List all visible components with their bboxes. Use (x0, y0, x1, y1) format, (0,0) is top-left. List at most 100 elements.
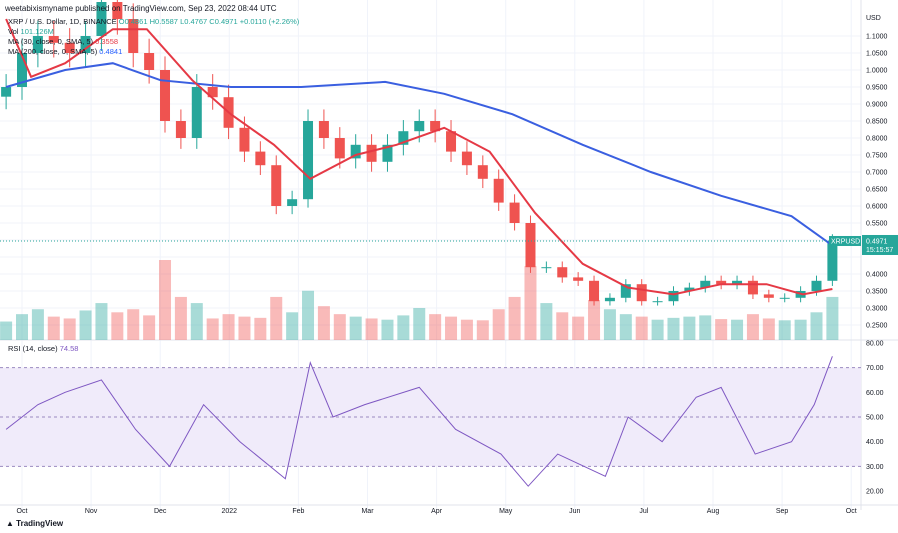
candle-body (541, 267, 552, 269)
candle-body (207, 87, 218, 98)
ma200-label: MA (200, close, 0, SMA, 5) (8, 47, 98, 56)
y-tick-label: 0.3500 (866, 289, 888, 296)
volume-bar (63, 318, 76, 340)
candle-body (80, 36, 91, 53)
symbol-legend: XRP / U.S. Dollar, 1D, BINANCE O0.4861 H… (8, 17, 299, 26)
candle-body (144, 53, 155, 70)
change-value: +0.0110 (+2.26%) (239, 17, 300, 26)
y-tick-label: 0.3000 (866, 306, 888, 313)
candle-body (160, 70, 171, 121)
candle-body (303, 121, 314, 200)
volume-bar (79, 310, 92, 340)
x-tick-label: Oct (17, 508, 28, 515)
rsi-tick-label: 60.00 (866, 390, 884, 397)
rsi-tick-label: 40.00 (866, 439, 884, 446)
volume-bar (651, 319, 664, 340)
symbol-tag (829, 235, 861, 246)
candle-body (573, 277, 584, 281)
volume-bar (206, 318, 219, 340)
candle-body (239, 127, 250, 152)
volume-bar (222, 314, 235, 340)
candle-body (557, 267, 568, 278)
volume-bar (95, 303, 108, 340)
y-tick-label: 1.1000 (866, 34, 888, 41)
volume-bar (302, 290, 315, 340)
volume-bar (588, 300, 601, 340)
volume-bar (556, 312, 569, 340)
ma200-legend: MA (200, close, 0, SMA, 5) 0.4841 (8, 47, 122, 56)
x-tick-label: Dec (154, 508, 167, 515)
x-tick-label: Apr (431, 508, 443, 515)
volume-bar (826, 296, 839, 340)
volume-bar (16, 314, 28, 340)
candle-body (446, 131, 457, 152)
candle-body (255, 151, 266, 166)
price-tag-text: 0.4971 (866, 238, 888, 245)
y-tick-label: 0.2500 (866, 323, 888, 330)
candle-body (589, 280, 600, 302)
volume-bar (746, 314, 759, 340)
vol-value: 101.126M (20, 27, 54, 36)
y-tick-label: 0.7000 (866, 170, 888, 177)
volume-bar (381, 319, 394, 340)
open-value: O0.4861 (118, 17, 148, 26)
x-tick-label: Jun (569, 508, 580, 515)
candle-body (732, 280, 743, 285)
candle-body (700, 280, 711, 288)
volume-bar (445, 316, 458, 340)
volume-legend: Vol 101.126M (8, 27, 54, 36)
volume-bar (619, 314, 632, 340)
candle-body (461, 151, 472, 166)
y-tick-label: 0.6000 (866, 204, 888, 211)
y-tick-label: 1.0000 (866, 68, 888, 75)
x-tick-label: Feb (292, 508, 304, 515)
volume-bar (174, 296, 187, 340)
candle-body (716, 280, 727, 285)
volume-bar (238, 316, 251, 340)
candle-body (684, 287, 695, 291)
y-tick-label: 0.7500 (866, 153, 888, 160)
candle-body (668, 291, 679, 302)
candle-body (779, 297, 790, 299)
volume-bar (429, 314, 442, 340)
candle-body (620, 284, 631, 298)
price-tag (862, 234, 898, 255)
volume-bar (524, 266, 537, 340)
volume-bar (683, 316, 696, 340)
volume-bar (349, 316, 362, 340)
candle-body (334, 138, 345, 159)
volume-bar (810, 312, 823, 340)
x-tick-label: 2022 (222, 508, 238, 515)
volume-bar (397, 315, 410, 340)
candle-body (175, 121, 186, 138)
candle-body (271, 165, 282, 206)
volume-bar (603, 309, 616, 340)
candle-body (1, 87, 12, 97)
rsi-line (5, 356, 833, 487)
rsi-label: RSI (14, close) (8, 344, 58, 353)
x-tick-label: Oct (846, 508, 857, 515)
volume-bar (476, 320, 489, 340)
tradingview-logo[interactable]: ▲ TradingView (6, 519, 63, 528)
candle-body (509, 202, 520, 223)
candle-body (128, 19, 139, 53)
ma30-legend: MA (30, close, 0, SMA, 5) 0.3558 (8, 37, 118, 46)
vol-label: Vol (8, 27, 19, 36)
volume-bar (492, 309, 505, 340)
x-tick-label: Mar (361, 508, 374, 515)
volume-bar (794, 319, 807, 340)
x-tick-label: Sep (776, 508, 789, 515)
candle-body (350, 144, 361, 159)
y-tick-label: 0.9000 (866, 102, 888, 109)
candle-body (747, 280, 758, 295)
y-tick-label: 0.8500 (866, 119, 888, 126)
candle-body (318, 121, 329, 138)
volume-bar (143, 315, 156, 340)
y-tick-label: 0.4000 (866, 272, 888, 279)
rsi-tick-label: 80.00 (866, 340, 884, 347)
rsi-tick-label: 50.00 (866, 415, 884, 422)
candle-body (525, 223, 536, 268)
symbol-name[interactable]: XRP / U.S. Dollar, 1D, BINANCE (8, 17, 117, 26)
ma30-value: 0.3558 (95, 37, 119, 46)
